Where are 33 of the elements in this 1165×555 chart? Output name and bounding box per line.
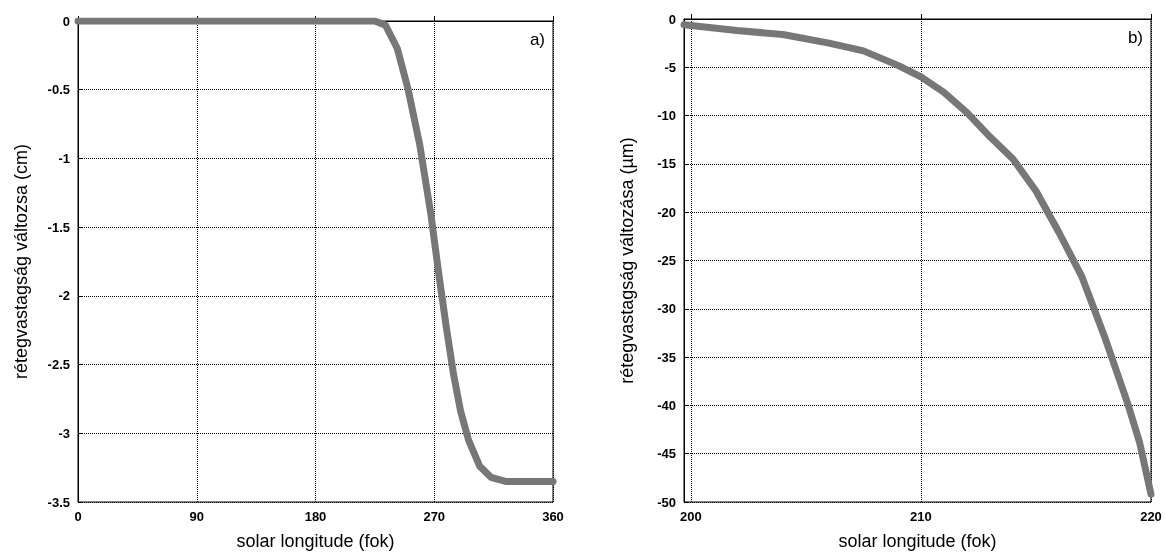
y-tick-label: -5: [664, 59, 676, 75]
x-tick-label: 270: [423, 509, 446, 524]
x-tick-label: 200: [680, 509, 702, 524]
y-tick-label: -45: [657, 446, 676, 462]
y-axis-title: rétegvastagság változása (µm): [617, 137, 637, 384]
y-tick-label: -20: [657, 204, 676, 220]
y-tick-label: -0.5: [47, 82, 70, 98]
x-tick-label: 90: [189, 509, 204, 524]
y-tick-label: -2.5: [47, 357, 70, 373]
y-tick-label: -50: [657, 494, 676, 510]
x-tick-label: 210: [910, 509, 932, 524]
y-tick-label: -25: [657, 253, 676, 268]
x-axis-title: solar longitude (fok): [236, 531, 395, 551]
y-axis-title: rétegvastagság változsa (cm): [11, 143, 31, 380]
y-tick-label: -35: [657, 349, 676, 365]
y-tick-label: -3: [58, 425, 70, 441]
x-tick-label: 180: [304, 509, 327, 524]
y-tick-label: -10: [657, 108, 676, 124]
y-tick-label: 0: [668, 11, 676, 27]
y-tick-label: -30: [657, 301, 676, 317]
y-tick-label: -15: [657, 156, 676, 172]
x-axis-title: solar longitude (fok): [838, 531, 997, 551]
y-tick-label: -1.5: [47, 219, 70, 235]
annotation: a): [529, 30, 546, 49]
y-tick-label: -2: [58, 288, 70, 304]
y-tick-label: -1: [58, 150, 70, 166]
y-tick-label: -40: [657, 397, 676, 413]
y-tick-label: -3.5: [47, 494, 70, 510]
y-tick-label: 0: [62, 13, 70, 29]
x-tick-label: 360: [542, 509, 564, 524]
x-tick-label: 220: [1140, 509, 1162, 524]
annotation: b): [1127, 28, 1144, 47]
x-tick-label: 0: [74, 509, 82, 524]
